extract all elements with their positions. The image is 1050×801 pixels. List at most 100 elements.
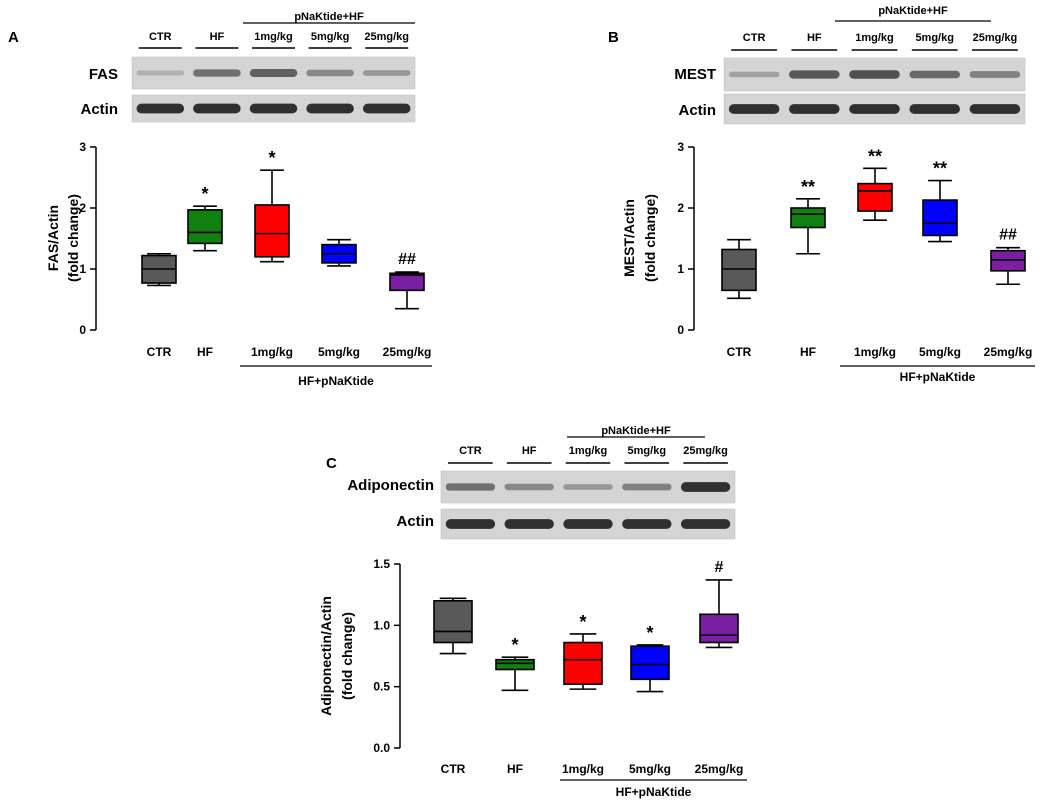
significance-mark: * [201,184,208,204]
box-25mg-kg [990,249,1026,272]
y-tick-label: 0 [79,323,86,337]
blot-band [969,71,1021,78]
x-tick-label: 25mg/kg [383,345,432,359]
box-5mg-kg [630,645,670,681]
blot-band [849,104,900,114]
blot-row-label: FAS [89,66,118,83]
blot-lane-label: 5mg/kg [311,31,350,43]
box-25mg-kg [699,613,739,644]
western-blot: pNaKtide+HF CTR HF 1mg/kg 5mg/kg 25mg/kg MEST A… [674,5,1026,125]
blot-lane-label: 5mg/kg [628,445,667,457]
significance-mark: * [268,148,275,168]
y-tick-label: 1 [79,262,86,276]
blot-row-label: Actin [81,101,119,118]
box-hf [495,658,535,671]
box-plot: 0.0 0.5 1.0 1.5 Adiponectin/Actin (fold chang… [318,557,747,799]
box-hf [187,209,223,245]
blot-band [789,104,840,114]
blot-band [680,482,731,492]
x-tick-label: CTR [147,345,172,359]
x-tick-label: 5mg/kg [919,345,961,359]
significance-mark: ## [999,227,1017,244]
box-25mg-kg [389,272,425,292]
significance-mark: ** [868,146,882,166]
box-ctr [721,248,757,292]
blot-lane-label: CTR [459,445,482,457]
x-tick-label: CTR [441,762,466,776]
blot-band [909,104,960,114]
x-tick-label: CTR [727,345,752,359]
panel-label: C [326,455,337,472]
y-tick-label: 3 [677,140,684,154]
x-tick-label: 1mg/kg [562,762,604,776]
blot-lane-label: 25mg/kg [683,445,728,457]
y-axis-label: MEST/Actin [621,199,637,277]
box-1mg-kg [563,641,603,686]
blot-row-label: Actin [397,513,435,530]
blot-band [909,70,960,79]
blot-band [504,483,554,491]
blot-band [622,519,672,529]
box-ctr [433,599,473,644]
box-hf [790,207,826,229]
x-tick-label: HF [197,345,213,359]
y-axis-label-units: (fold change) [339,612,355,700]
blot-band [563,519,613,529]
blot-group-header: pNaKtide+HF [294,11,364,23]
y-axis-label: FAS/Actin [45,205,61,271]
blot-lane-label: 1mg/kg [855,32,894,44]
blot-band [563,484,613,490]
blot-lane-label: 25mg/kg [364,31,409,43]
x-tick-label: 1mg/kg [251,345,293,359]
box-plot: 0 1 2 3 MEST/Actin (fold change) CTR ** HF ** 1mg/… [621,140,1035,384]
blot-band [193,103,241,114]
blot-lane-label: CTR [149,31,172,43]
box-5mg-kg [922,199,958,237]
blot-row-label: Actin [679,102,717,119]
y-tick-label: 2 [677,201,684,215]
blot-lane-label: 25mg/kg [973,32,1018,44]
significance-mark: ## [398,251,416,268]
y-tick-label: 0.0 [373,741,390,755]
y-axis-label-units: (fold change) [65,194,81,282]
x-group-label: HF+pNaKtide [900,370,976,384]
x-tick-label: HF [507,762,523,776]
y-tick-label: 1.0 [373,618,390,632]
y-axis-label-units: (fold change) [642,194,658,282]
blot-lane-label: 1mg/kg [569,445,608,457]
x-group-label: HF+pNaKtide [298,374,374,388]
panel-label: A [8,29,19,46]
significance-mark: * [579,612,586,632]
x-tick-label: 5mg/kg [629,762,671,776]
x-tick-label: HF [800,345,816,359]
significance-mark: * [511,635,518,655]
blot-row-label: Adiponectin [347,477,434,494]
blot-band [136,103,185,114]
blot-band [622,483,672,491]
blot-lane-label: 5mg/kg [915,32,954,44]
y-tick-label: 0.5 [373,680,390,694]
blot-lane-label: HF [807,32,822,44]
x-tick-label: 1mg/kg [854,345,896,359]
box-1mg-kg [857,182,893,212]
y-tick-label: 3 [79,140,86,154]
blot-band [249,103,298,114]
y-tick-label: 0 [677,323,684,337]
blot-band [504,519,554,529]
blot-band [728,104,780,114]
panel-label: B [608,29,619,46]
blot-band [969,104,1021,114]
blot-band [136,70,185,76]
significance-mark: # [715,559,724,576]
y-axis-label: Adiponectin/Actin [318,596,334,716]
y-tick-label: 2 [79,201,86,215]
x-tick-label: 25mg/kg [984,345,1033,359]
x-group-label: HF+pNaKtide [616,785,692,799]
blot-band [306,69,354,77]
western-blot: pNaKtide+HF CTR HF 1mg/kg 5mg/kg 25mg/kg FAS Ac… [81,11,416,123]
blot-band [193,69,241,77]
